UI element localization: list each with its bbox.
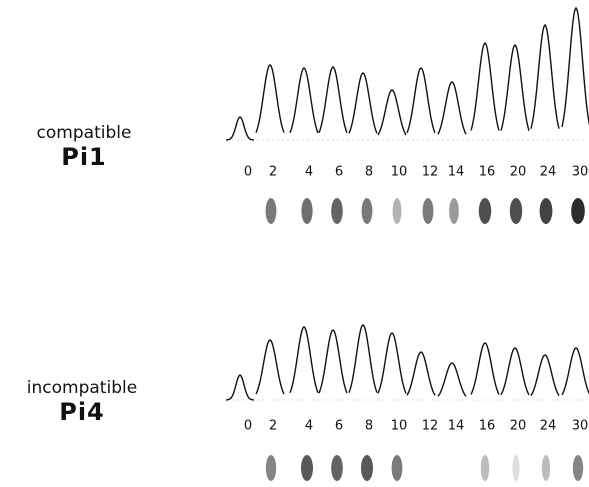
lane-label: 12 [422, 419, 439, 434]
lane-label: 10 [391, 165, 408, 180]
blot-band [393, 198, 402, 224]
trace-peak [319, 330, 347, 393]
lane-label: 30 [572, 165, 589, 180]
blot-band [479, 198, 491, 224]
trace-peak [501, 348, 529, 395]
lane-label: 4 [305, 419, 313, 434]
blot-band [512, 455, 519, 481]
panel-name: Pi1 [61, 143, 107, 171]
panel-name: Pi4 [59, 398, 105, 426]
lane-label: 14 [448, 165, 465, 180]
blot-band [331, 455, 343, 481]
trace-peak [256, 340, 284, 394]
lane-label: 20 [510, 165, 527, 180]
lane-label: 30 [572, 419, 589, 434]
trace-peak [562, 348, 589, 395]
trace-peak [438, 82, 466, 134]
lane-label: 6 [335, 419, 343, 434]
trace-peak [501, 45, 529, 131]
blot-band [573, 455, 583, 481]
figure: compatible Pi1 incompatible Pi4 02468101… [0, 0, 589, 487]
blot-band [571, 198, 585, 224]
lane-label: 8 [365, 419, 373, 434]
blot-band [301, 198, 312, 224]
trace-peak [471, 43, 499, 131]
lane-label: 16 [479, 419, 496, 434]
lane-label: 0 [244, 419, 252, 434]
panel-label: incompatible [27, 378, 137, 398]
blot-band [510, 198, 522, 224]
lane-label: 4 [305, 165, 313, 180]
trace-peak [290, 68, 318, 133]
trace-peak [407, 68, 435, 133]
lane-label: 12 [422, 165, 439, 180]
blot-band [301, 455, 313, 481]
lane-label: 24 [540, 419, 557, 434]
blot-band [392, 455, 403, 481]
blot-band [423, 198, 434, 224]
trace-peak [226, 117, 254, 140]
lane-label: 20 [510, 419, 527, 434]
trace-peak [407, 352, 435, 395]
blot-band [266, 455, 276, 481]
trace-peak [531, 25, 559, 129]
trace-peak [471, 343, 499, 394]
lane-label: 24 [540, 165, 557, 180]
lane-label: 6 [335, 165, 343, 180]
lane-label: 14 [448, 419, 465, 434]
lane-label: 10 [391, 419, 408, 434]
blot-band [331, 198, 343, 224]
blot-band [540, 198, 553, 224]
trace-peak [226, 375, 254, 400]
lane-label: 8 [365, 165, 373, 180]
trace-peak [378, 333, 406, 393]
trace-peak [349, 73, 377, 133]
trace-peak [378, 90, 406, 135]
blot-band [362, 198, 373, 224]
panel-label: compatible [37, 123, 132, 143]
trace-peak [562, 8, 589, 127]
blot-band [542, 455, 550, 481]
trace-peak [438, 363, 466, 396]
trace-peak [319, 67, 347, 133]
lane-label: 2 [269, 419, 277, 434]
trace-peak [531, 355, 559, 396]
lane-label: 0 [244, 165, 252, 180]
trace-peak [349, 325, 377, 393]
trace-peak [256, 65, 284, 133]
blot-band [449, 198, 459, 224]
trace-peak [290, 327, 318, 393]
lane-label: 2 [269, 165, 277, 180]
blot-band [361, 455, 373, 481]
blot-band [481, 455, 489, 481]
blot-band [266, 198, 277, 224]
lane-label: 16 [479, 165, 496, 180]
